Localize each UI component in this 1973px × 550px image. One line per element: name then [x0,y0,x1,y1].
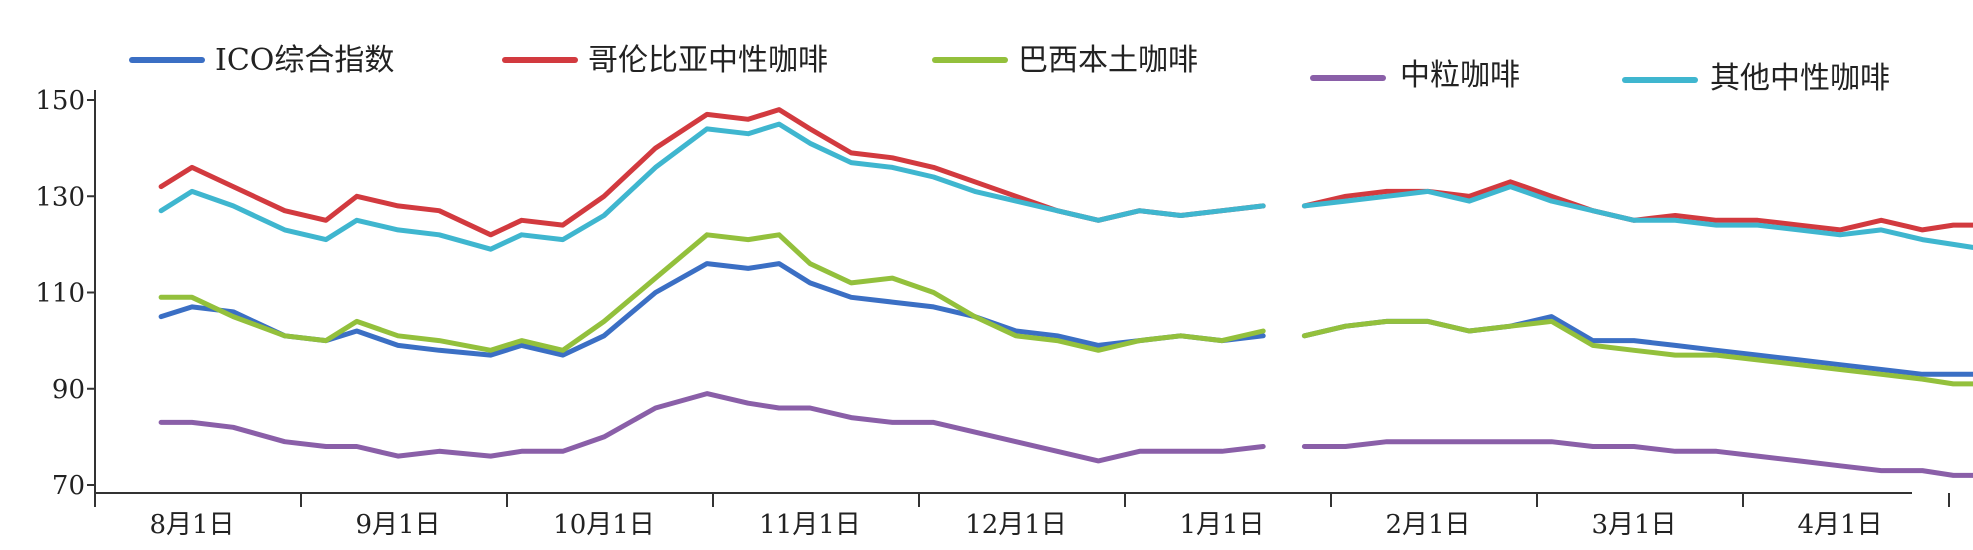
x-tick-label: 4月1日 [1797,510,1882,540]
x-tick-label: 3月1日 [1591,510,1676,540]
legend-label: 哥伦比亚中性咖啡 [588,43,828,78]
y-tick-label: 150 [35,86,85,116]
series-line [158,261,1266,358]
series-line [1301,439,1973,478]
legend: ICO综合指数 哥伦比亚中性咖啡 巴西本土咖啡 中粒咖啡 其他中性咖啡 [129,43,1890,96]
y-axis: 70 90 110 130 150 [35,86,96,501]
legend-label: ICO综合指数 [215,43,394,78]
x-tick-label: 11月1日 [759,510,861,540]
x-tick-label: 10月1日 [553,510,655,540]
y-tick-label: 130 [35,182,85,212]
series-line [158,391,1266,464]
series-line [1301,314,1973,377]
series-line [158,232,1266,353]
x-tick-label: 1月1日 [1179,510,1264,540]
series-line [1301,184,1973,250]
y-tick-label: 70 [52,471,85,501]
legend-label: 中粒咖啡 [1400,58,1520,93]
series-line [1301,318,1973,387]
x-tick-label: 12月1日 [965,510,1067,540]
series-line [158,121,1266,252]
plot-area [158,107,1973,478]
x-tick-label: 8月1日 [149,510,234,540]
legend-label: 其他中性咖啡 [1710,61,1890,96]
x-tick-label: 2月1日 [1385,510,1470,540]
legend-label: 巴西本土咖啡 [1018,43,1198,78]
x-tick-label: 9月1日 [355,510,440,540]
x-axis: 8月1日 9月1日 10月1日 11月1日 12月1日 1月1日 2月1日 3月1日 4月1日 [94,492,1950,540]
y-tick-label: 110 [35,279,85,309]
y-tick-label: 90 [52,375,85,405]
